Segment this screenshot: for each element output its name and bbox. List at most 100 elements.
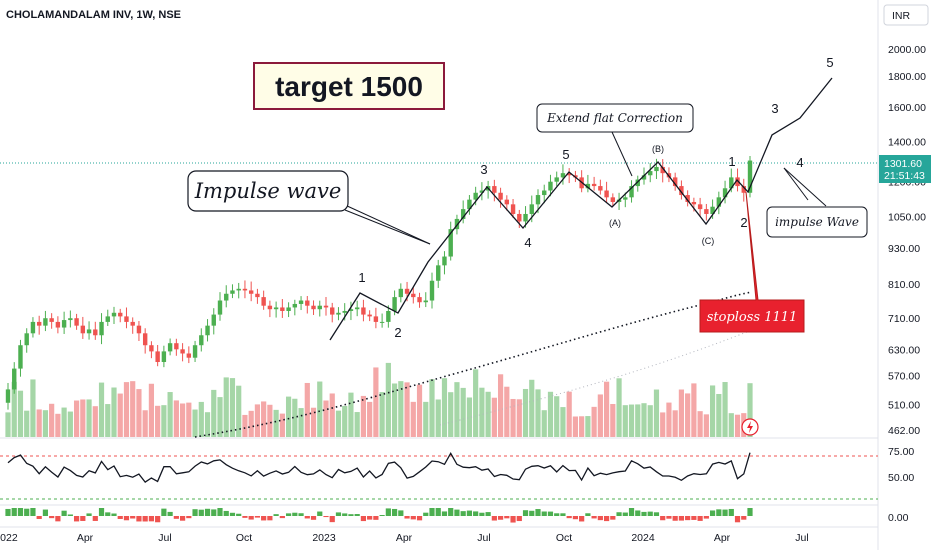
- candle-body: [36, 321, 42, 326]
- volume-bar: [223, 377, 229, 437]
- volume-bar: [734, 414, 741, 437]
- macd-bar: [547, 511, 554, 516]
- candle-body: [305, 300, 310, 306]
- volume-bar: [248, 410, 254, 437]
- candle-body: [180, 349, 185, 354]
- candle-body: [554, 177, 559, 182]
- macd-bar: [572, 516, 579, 520]
- candle-body: [654, 166, 659, 172]
- time-tick: Jul: [477, 532, 490, 544]
- macd-bar: [510, 516, 516, 523]
- candle-body: [161, 351, 167, 363]
- macd-bar: [261, 516, 267, 521]
- price-tick: 462.00: [888, 425, 920, 437]
- volume-bar: [510, 398, 516, 437]
- macd-bar: [728, 508, 734, 516]
- macd-bar: [111, 513, 117, 516]
- volume-bar: [597, 394, 603, 437]
- candle-body: [192, 345, 198, 358]
- candle-body: [30, 321, 36, 334]
- candle-body: [273, 307, 279, 310]
- volume-bar: [179, 403, 186, 437]
- macd-bar: [117, 516, 123, 519]
- candle-body: [648, 171, 653, 176]
- price-axis: 2000.001800.001600.001400.001200.001050.…: [888, 44, 926, 437]
- wave-label-4: 4: [524, 235, 531, 250]
- candle-body: [93, 329, 98, 336]
- candle-body: [517, 213, 522, 222]
- volume-bar: [448, 392, 454, 437]
- macd-bar: [73, 516, 80, 522]
- volume-bar: [73, 400, 80, 437]
- macd-bar: [416, 516, 423, 521]
- volume-bar: [479, 387, 485, 437]
- candle-body: [217, 300, 223, 315]
- candle-body: [155, 351, 160, 363]
- macd-bar: [360, 516, 367, 522]
- candle-body: [641, 175, 647, 180]
- candle-body: [492, 186, 497, 193]
- candle-body: [261, 297, 266, 306]
- volume-bar: [192, 409, 198, 437]
- candle-body: [735, 177, 740, 187]
- volume-bar: [697, 411, 703, 437]
- volume-bar: [678, 389, 685, 437]
- volume-bar: [391, 383, 398, 437]
- macd-bar: [61, 510, 67, 516]
- callout-line: [344, 209, 431, 245]
- price-tick: 810.00: [888, 279, 920, 291]
- macd-bar: [373, 516, 379, 520]
- candle-body: [205, 325, 210, 336]
- candle-body: [311, 305, 316, 310]
- macd-bar: [479, 512, 485, 516]
- volume-bar: [298, 408, 304, 437]
- ma-grey-line: [439, 329, 753, 426]
- candle-body: [74, 318, 79, 326]
- candle-body: [5, 389, 11, 403]
- volume-bar: [410, 401, 416, 437]
- time-tick: Oct: [236, 532, 252, 544]
- volume-bar: [460, 387, 466, 437]
- candle-body: [716, 197, 722, 207]
- candle-body: [373, 316, 379, 322]
- candle-body: [280, 307, 285, 311]
- macd-bar: [155, 516, 161, 523]
- wave-label-new-3: 3: [771, 101, 778, 116]
- macd-bar: [98, 508, 105, 516]
- wave-label-2: 2: [394, 325, 401, 340]
- volume-bar: [86, 399, 92, 437]
- volume-bar: [522, 388, 529, 437]
- macd-bar: [49, 516, 55, 519]
- price-tick: 930.00: [888, 243, 920, 255]
- macd-bar: [697, 516, 703, 521]
- macd-bar: [5, 508, 11, 516]
- price-tick: 1800.00: [888, 71, 926, 83]
- volume-bar: [622, 405, 628, 437]
- lightning-icon: [747, 421, 753, 433]
- volume-bar: [279, 413, 285, 437]
- currency-box[interactable]: [883, 4, 929, 26]
- candle-body: [566, 173, 572, 176]
- macd-bar: [653, 512, 660, 516]
- volume-bar: [130, 381, 136, 437]
- macd-bar: [186, 516, 192, 519]
- macd-bar: [335, 512, 342, 516]
- macd-bar: [566, 516, 572, 519]
- candle-body: [498, 192, 503, 200]
- candle-body: [454, 218, 460, 230]
- candle-body: [591, 183, 597, 187]
- volume-bar: [554, 396, 560, 437]
- macd-bar: [211, 509, 217, 516]
- macd-bar: [123, 516, 130, 521]
- candle-body: [12, 368, 17, 390]
- candle-body: [542, 190, 547, 196]
- volume-bar: [5, 412, 11, 437]
- macd-bar: [142, 516, 148, 522]
- volume-bar: [728, 413, 734, 437]
- volume-bar: [204, 412, 211, 437]
- candle-body: [248, 290, 254, 294]
- wave-label-5: 5: [562, 147, 569, 162]
- volume-bar: [273, 409, 279, 437]
- macd-bar: [242, 516, 248, 518]
- macd-bar: [579, 516, 585, 522]
